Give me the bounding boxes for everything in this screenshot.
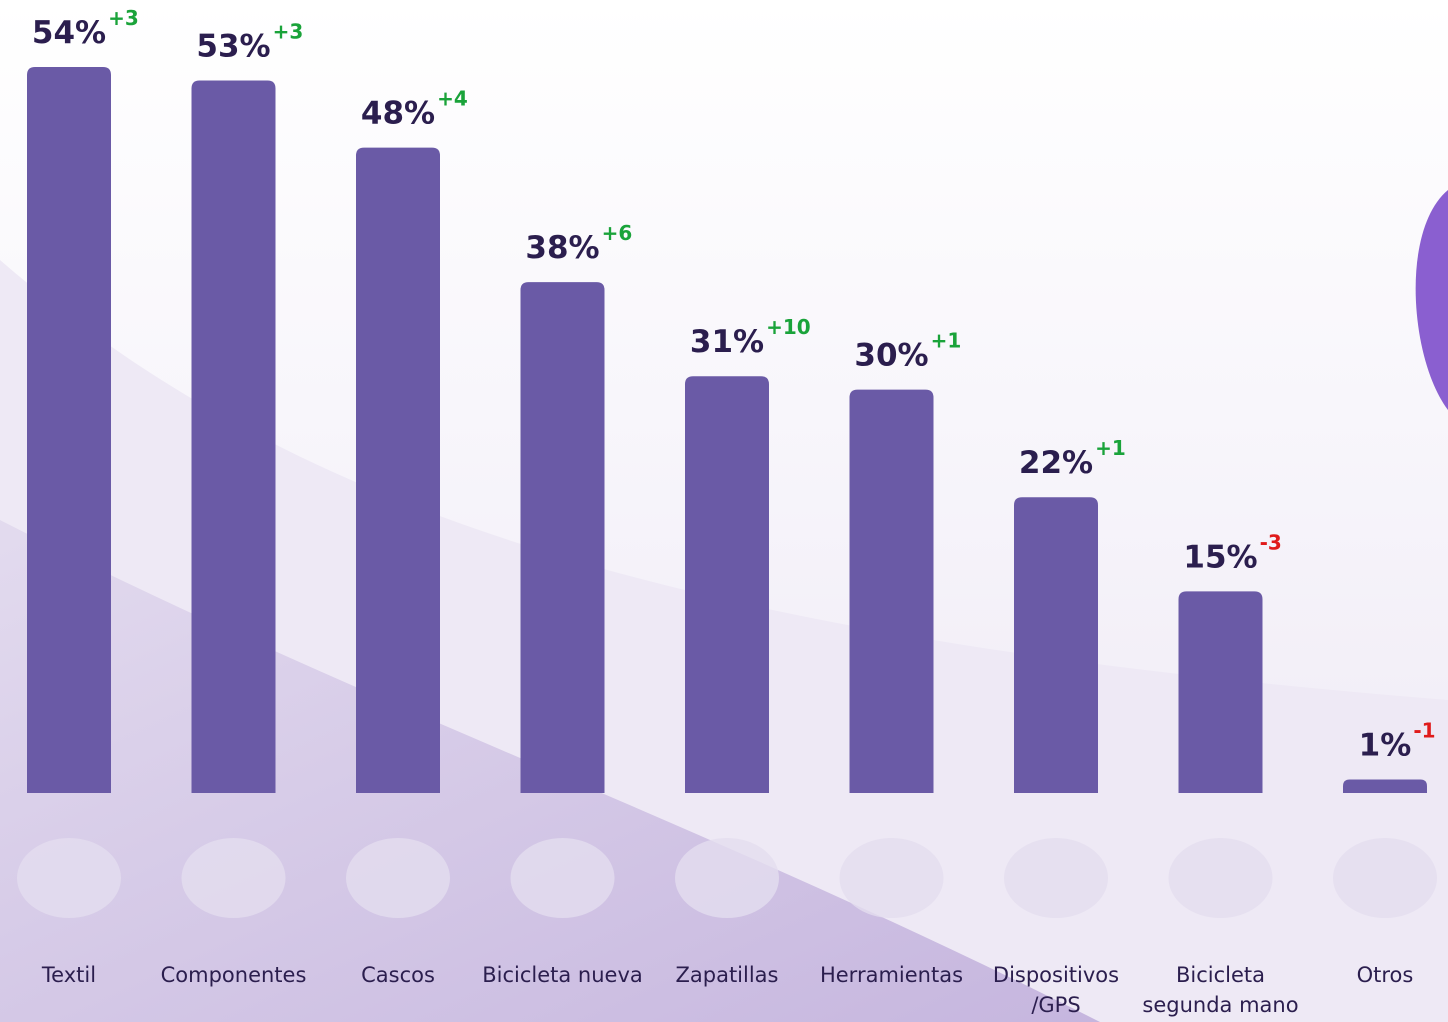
bar xyxy=(192,80,276,793)
x-tick-label: Dispositivos /GPS xyxy=(966,960,1146,1020)
change-label: +6 xyxy=(602,221,633,245)
category-icon xyxy=(17,838,121,918)
bar xyxy=(685,376,769,793)
chart: 54%+353%+348%+438%+631%+1030%+122%+115%-… xyxy=(0,0,1448,1022)
category-icon xyxy=(840,838,944,918)
x-tick-label: Cascos xyxy=(308,960,488,990)
bar xyxy=(356,148,440,793)
x-tick-label: Bicicleta nueva xyxy=(473,960,653,990)
value-label: 30% xyxy=(854,338,928,374)
category-icon xyxy=(1169,838,1273,918)
change-label: +1 xyxy=(1095,436,1126,460)
x-tick-label: Bicicleta segunda mano xyxy=(1131,960,1311,1020)
value-label: 31% xyxy=(690,324,764,360)
change-label: +10 xyxy=(766,315,811,339)
value-label: 15% xyxy=(1183,539,1257,575)
value-label: 22% xyxy=(1019,445,1093,481)
decor-circle xyxy=(1416,190,1448,410)
category-icon xyxy=(182,838,286,918)
bar xyxy=(850,390,934,793)
value-label: 1% xyxy=(1359,728,1412,764)
value-label: 38% xyxy=(525,230,599,266)
x-tick-label: Herramientas xyxy=(802,960,982,990)
bar xyxy=(1179,591,1263,793)
category-icon xyxy=(511,838,615,918)
bar xyxy=(1014,497,1098,793)
bar xyxy=(27,67,111,793)
category-icon xyxy=(1333,838,1437,918)
chart-page: 54%+353%+348%+438%+631%+1030%+122%+115%-… xyxy=(0,0,1448,1022)
category-icon xyxy=(1004,838,1108,918)
bar xyxy=(1343,780,1427,793)
change-label: -3 xyxy=(1260,530,1282,554)
value-label: 48% xyxy=(361,96,435,132)
value-label: 53% xyxy=(196,28,270,64)
bar xyxy=(521,282,605,793)
change-label: +4 xyxy=(437,87,468,111)
change-label: +3 xyxy=(108,6,139,30)
x-tick-label: Zapatillas xyxy=(637,960,817,990)
x-tick-label: Otros xyxy=(1295,960,1448,990)
change-label: -1 xyxy=(1413,719,1435,743)
change-label: +1 xyxy=(931,329,962,353)
x-tick-label: Textil xyxy=(0,960,159,990)
category-icon xyxy=(346,838,450,918)
value-label: 54% xyxy=(32,15,106,51)
category-icon xyxy=(675,838,779,918)
change-label: +3 xyxy=(273,19,304,43)
x-tick-label: Componentes xyxy=(144,960,324,990)
